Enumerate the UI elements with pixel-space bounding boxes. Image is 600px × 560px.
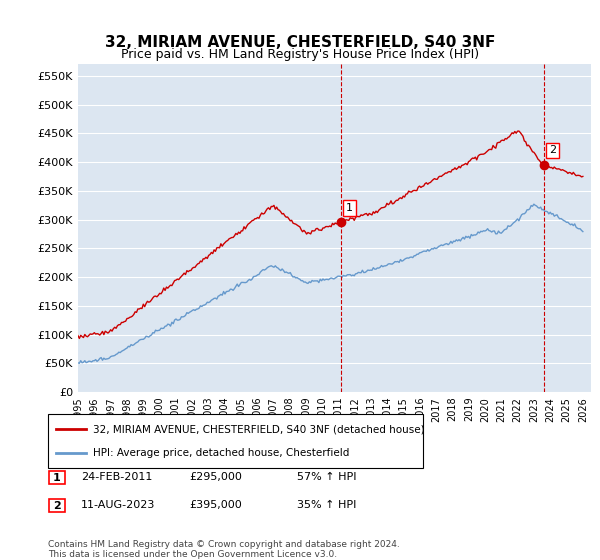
- Text: 2: 2: [549, 146, 556, 156]
- Text: HPI: Average price, detached house, Chesterfield: HPI: Average price, detached house, Ches…: [93, 447, 349, 458]
- Text: Price paid vs. HM Land Registry's House Price Index (HPI): Price paid vs. HM Land Registry's House …: [121, 48, 479, 61]
- Text: £395,000: £395,000: [189, 500, 242, 510]
- Text: 2: 2: [53, 501, 61, 511]
- Text: £295,000: £295,000: [189, 472, 242, 482]
- Text: 35% ↑ HPI: 35% ↑ HPI: [297, 500, 356, 510]
- Text: 57% ↑ HPI: 57% ↑ HPI: [297, 472, 356, 482]
- Text: 32, MIRIAM AVENUE, CHESTERFIELD, S40 3NF: 32, MIRIAM AVENUE, CHESTERFIELD, S40 3NF: [105, 35, 495, 50]
- Text: 1: 1: [53, 473, 61, 483]
- Text: 11-AUG-2023: 11-AUG-2023: [81, 500, 155, 510]
- Text: 1: 1: [346, 203, 353, 213]
- Text: 24-FEB-2011: 24-FEB-2011: [81, 472, 152, 482]
- Text: 32, MIRIAM AVENUE, CHESTERFIELD, S40 3NF (detached house): 32, MIRIAM AVENUE, CHESTERFIELD, S40 3NF…: [93, 424, 425, 435]
- Text: Contains HM Land Registry data © Crown copyright and database right 2024.
This d: Contains HM Land Registry data © Crown c…: [48, 540, 400, 559]
